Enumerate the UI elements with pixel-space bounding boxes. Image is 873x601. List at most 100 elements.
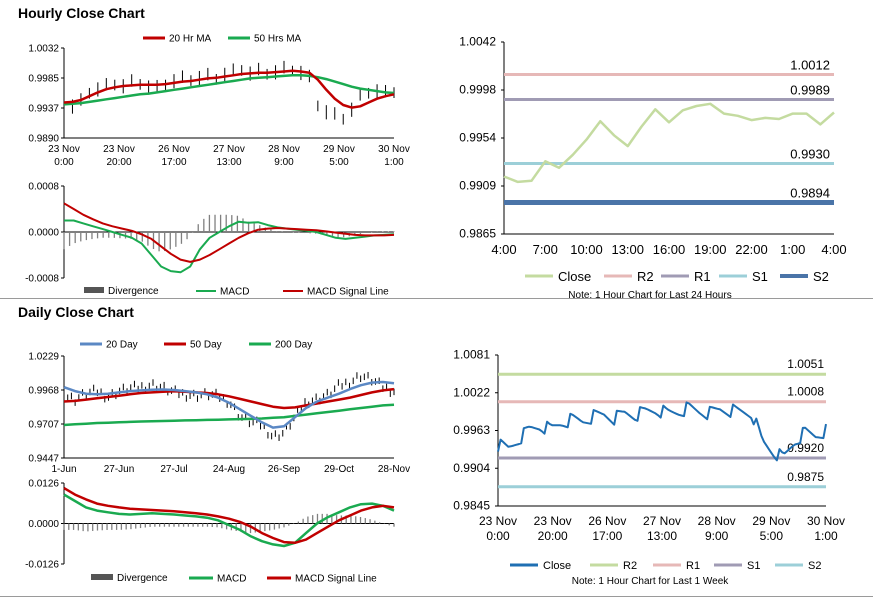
daily-section-title: Daily Close Chart (18, 304, 134, 320)
daily-pivot-legend-s2-label: S2 (808, 560, 821, 572)
hourly-price-x-tick-label: 23 Nov (103, 144, 135, 155)
daily-pivot-legend-s1-label: S1 (747, 560, 760, 572)
legend-50hrs-ma-label: 50 Hrs MA (254, 34, 302, 45)
daily-price-x-tick-label: 1-Jun (51, 464, 76, 475)
daily-pivot-x-tick-label: 0:00 (486, 529, 510, 543)
hourly-price-x-tick-label: 5:00 (329, 157, 349, 168)
hourly-pivot-y-tick-label: 0.9865 (459, 227, 496, 241)
daily-price-x-tick-label: 24-Aug (213, 464, 245, 475)
section-divider (0, 298, 873, 299)
hourly-level-r2-label: 1.0012 (790, 58, 830, 73)
daily-pivot-x-tick-label: 23 Nov (479, 514, 517, 528)
hourly-pivot-note: Note: 1 Hour Chart for Last 24 Hours (568, 290, 731, 301)
hourly-pivot-x-tick-label: 16:00 (653, 242, 686, 257)
daily-level-r2-label: 1.0051 (787, 357, 824, 371)
daily-pivot-legend-close-label: Close (543, 560, 571, 572)
daily-pivot-y-tick-label: 0.9845 (453, 499, 490, 513)
hourly-section-title: Hourly Close Chart (18, 5, 145, 21)
daily-pivot-x-tick-label: 17:00 (592, 529, 622, 543)
daily-pivot-x-tick-label: 27 Nov (643, 514, 681, 528)
legend-macd-label: MACD (220, 287, 249, 298)
hourly-macd-y-tick-label: -0.0008 (25, 274, 59, 285)
daily-pivot-y-tick-label: 0.9904 (453, 461, 490, 475)
hourly-macd-signal-line (63, 202, 395, 263)
daily-200day-ma-line (63, 403, 395, 427)
daily-20day-ma-line (63, 380, 395, 429)
daily-level-s1-label: 0.9920 (787, 441, 824, 455)
daily-pivot-x-tick-label: 20:00 (538, 529, 568, 543)
hourly-pivot-legend-close-label: Close (558, 269, 591, 284)
legend-20hr-ma-label: 20 Hr MA (169, 34, 212, 45)
hourly-price-x-tick-label: 17:00 (161, 157, 186, 168)
daily-pivot-y-tick-label: 0.9963 (453, 423, 490, 437)
daily-price-y-tick-label: 0.9707 (28, 420, 59, 431)
bottom-divider (0, 596, 873, 597)
daily-pivot-x-tick-label: 9:00 (705, 529, 729, 543)
hourly-price-x-tick-label: 20:00 (106, 157, 131, 168)
daily-pivot-close-line (497, 401, 827, 462)
daily-price-x-tick-label: 27-Jun (104, 464, 135, 475)
hourly-price-x-tick-label: 23 Nov (48, 144, 80, 155)
hourly-pivot-close-line (503, 102, 835, 184)
daily-price-y-tick-label: 0.9447 (28, 454, 59, 465)
daily-macd-line (63, 493, 395, 548)
hourly-price-y-tick-label: 1.0032 (28, 44, 59, 55)
daily-pivot-x-tick-label: 5:00 (760, 529, 784, 543)
daily-price-x-tick-label: 26-Sep (268, 464, 301, 475)
daily-level-s2-label: 0.9875 (787, 470, 824, 484)
daily-macd-y-tick-label: -0.0126 (25, 560, 59, 571)
hourly-pivot-x-tick-label: 7:00 (533, 242, 558, 257)
daily-price-x-tick-label: 28-Nov (378, 464, 410, 475)
daily-macd-signal-line (63, 487, 395, 545)
daily-pivot-x-tick-label: 29 Nov (752, 514, 790, 528)
hourly-pivot-x-tick-label: 10:00 (570, 242, 603, 257)
daily-pivot-x-tick-label: 28 Nov (698, 514, 736, 528)
hourly-price-y-tick-label: 0.9890 (28, 134, 59, 145)
hourly-level-s1-label: 0.9930 (790, 146, 830, 161)
hourly-pivot-y-tick-label: 1.0042 (459, 35, 496, 49)
daily-price-y-tick-label: 0.9968 (28, 386, 59, 397)
hourly-pivot-y-tick-label: 0.9998 (459, 83, 496, 97)
hourly-pivot-x-tick-label: 1:00 (780, 242, 805, 257)
hourly-pivot-x-tick-label: 4:00 (491, 242, 516, 257)
legend-200-day-label: 200 Day (275, 340, 312, 351)
hourly-pivot-legend-s1-label: S1 (752, 269, 768, 284)
hourly-price-x-tick-label: 13:00 (216, 157, 241, 168)
daily-pivot-legend-r2-label: R2 (623, 560, 637, 572)
legend-50-day-label: 50 Day (190, 340, 222, 351)
daily-pivot-x-tick-label: 26 Nov (588, 514, 626, 528)
hourly-pivot-legend-r2-label: R2 (637, 269, 654, 284)
daily-legend-divergence-label: Divergence (117, 573, 168, 584)
hourly-pivot-x-tick-label: 22:00 (735, 242, 768, 257)
hourly-pivot-x-tick-label: 19:00 (694, 242, 727, 257)
hourly-price-x-tick-label: 30 Nov (378, 144, 410, 155)
daily-legend-macd-label: MACD (217, 574, 246, 585)
hourly-level-s2-label: 0.9894 (790, 186, 830, 201)
legend-20-day-label: 20 Day (106, 340, 138, 351)
daily-level-r1-label: 1.0008 (787, 385, 824, 399)
daily-legend-divergence-swatch (91, 574, 113, 580)
hourly-pivot-legend-s2-label: S2 (813, 269, 829, 284)
hourly-price-x-tick-label: 26 Nov (158, 144, 190, 155)
hourly-pivot-x-tick-label: 4:00 (821, 242, 846, 257)
daily-pivot-y-tick-label: 1.0022 (453, 385, 490, 399)
daily-macd-y-tick-label: 0.0000 (28, 519, 59, 530)
hourly-price-y-tick-label: 0.9937 (28, 104, 59, 115)
hourly-pivot-x-tick-label: 13:00 (611, 242, 644, 257)
hourly-pivot-y-tick-label: 0.9909 (459, 179, 496, 193)
hourly-20hr-ma-line (63, 69, 395, 109)
hourly-price-x-tick-label: 0:00 (54, 157, 74, 168)
hourly-price-y-tick-label: 0.9985 (28, 74, 59, 85)
legend-divergence-swatch (84, 287, 104, 293)
hourly-level-r1-label: 0.9989 (790, 82, 830, 97)
daily-pivot-legend-r1-label: R1 (686, 560, 700, 572)
hourly-50hr-ma-line (63, 74, 395, 106)
daily-pivot-x-tick-label: 23 Nov (534, 514, 572, 528)
hourly-price-x-tick-label: 1:00 (384, 157, 404, 168)
daily-pivot-x-tick-label: 1:00 (814, 529, 838, 543)
daily-legend-macd-signal-label: MACD Signal Line (295, 574, 377, 585)
hourly-price-x-tick-label: 28 Nov (268, 144, 300, 155)
hourly-price-x-tick-label: 29 Nov (323, 144, 355, 155)
hourly-price-x-tick-label: 27 Nov (213, 144, 245, 155)
daily-pivot-x-tick-label: 13:00 (647, 529, 677, 543)
